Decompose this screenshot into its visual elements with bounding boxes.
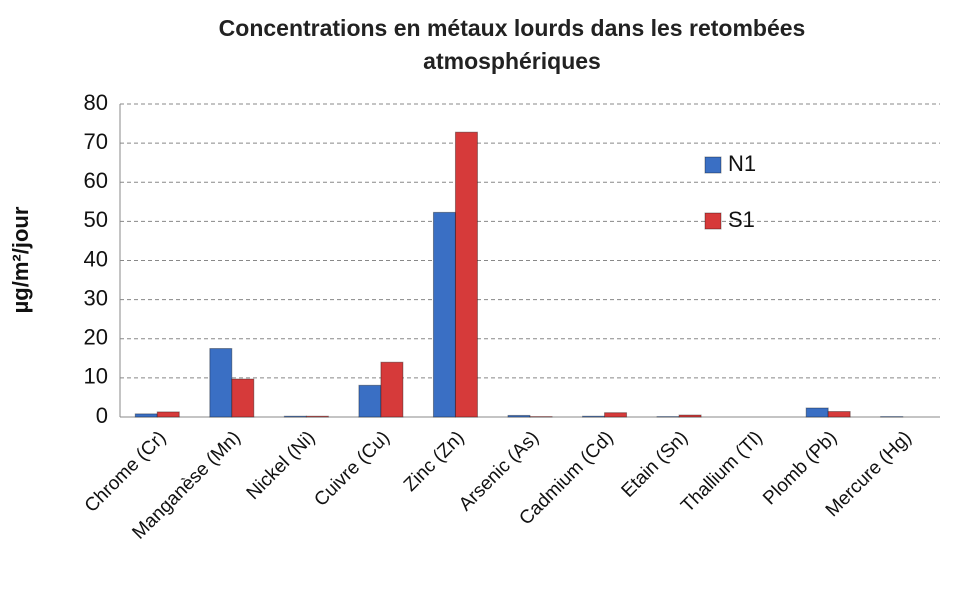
bar [358, 384, 382, 418]
y-tick-label: 10 [84, 364, 108, 389]
legend-label: S1 [728, 207, 755, 232]
bar [805, 407, 829, 418]
y-tick-label: 30 [84, 285, 108, 310]
y-tick-label: 60 [84, 168, 108, 193]
legend-label: N1 [728, 151, 756, 176]
bar [380, 361, 404, 418]
bar [454, 131, 478, 418]
legend-swatch [704, 156, 722, 174]
y-tick-label: 70 [84, 129, 108, 154]
x-tick-label: Cuivre (Cu) [310, 427, 394, 511]
bar [283, 415, 307, 418]
bar [678, 414, 702, 418]
y-axis-label: µg/m²/jour [8, 206, 33, 313]
y-tick-label: 0 [96, 403, 108, 428]
bar [507, 414, 531, 418]
x-tick-label: Nickel (Ni) [243, 427, 320, 504]
bar [156, 411, 180, 418]
bar [582, 415, 606, 418]
bar [604, 412, 628, 418]
bar [827, 411, 851, 418]
bar [134, 413, 158, 418]
y-tick-label: 80 [84, 90, 108, 115]
bar [305, 415, 329, 418]
bar [209, 348, 233, 418]
x-tick-label: Etain (Sn) [618, 427, 693, 502]
y-tick-label: 50 [84, 207, 108, 232]
bar [432, 211, 456, 418]
legend-swatch [704, 212, 722, 230]
y-tick-label: 20 [84, 325, 108, 350]
x-tick-label: Plomb (Pb) [759, 427, 841, 509]
bar [231, 378, 255, 418]
x-tick-label: Zinc (Zn) [400, 427, 469, 496]
y-tick-label: 40 [84, 246, 108, 271]
chart-title: Concentrations en métaux lourds dans les… [218, 15, 806, 74]
